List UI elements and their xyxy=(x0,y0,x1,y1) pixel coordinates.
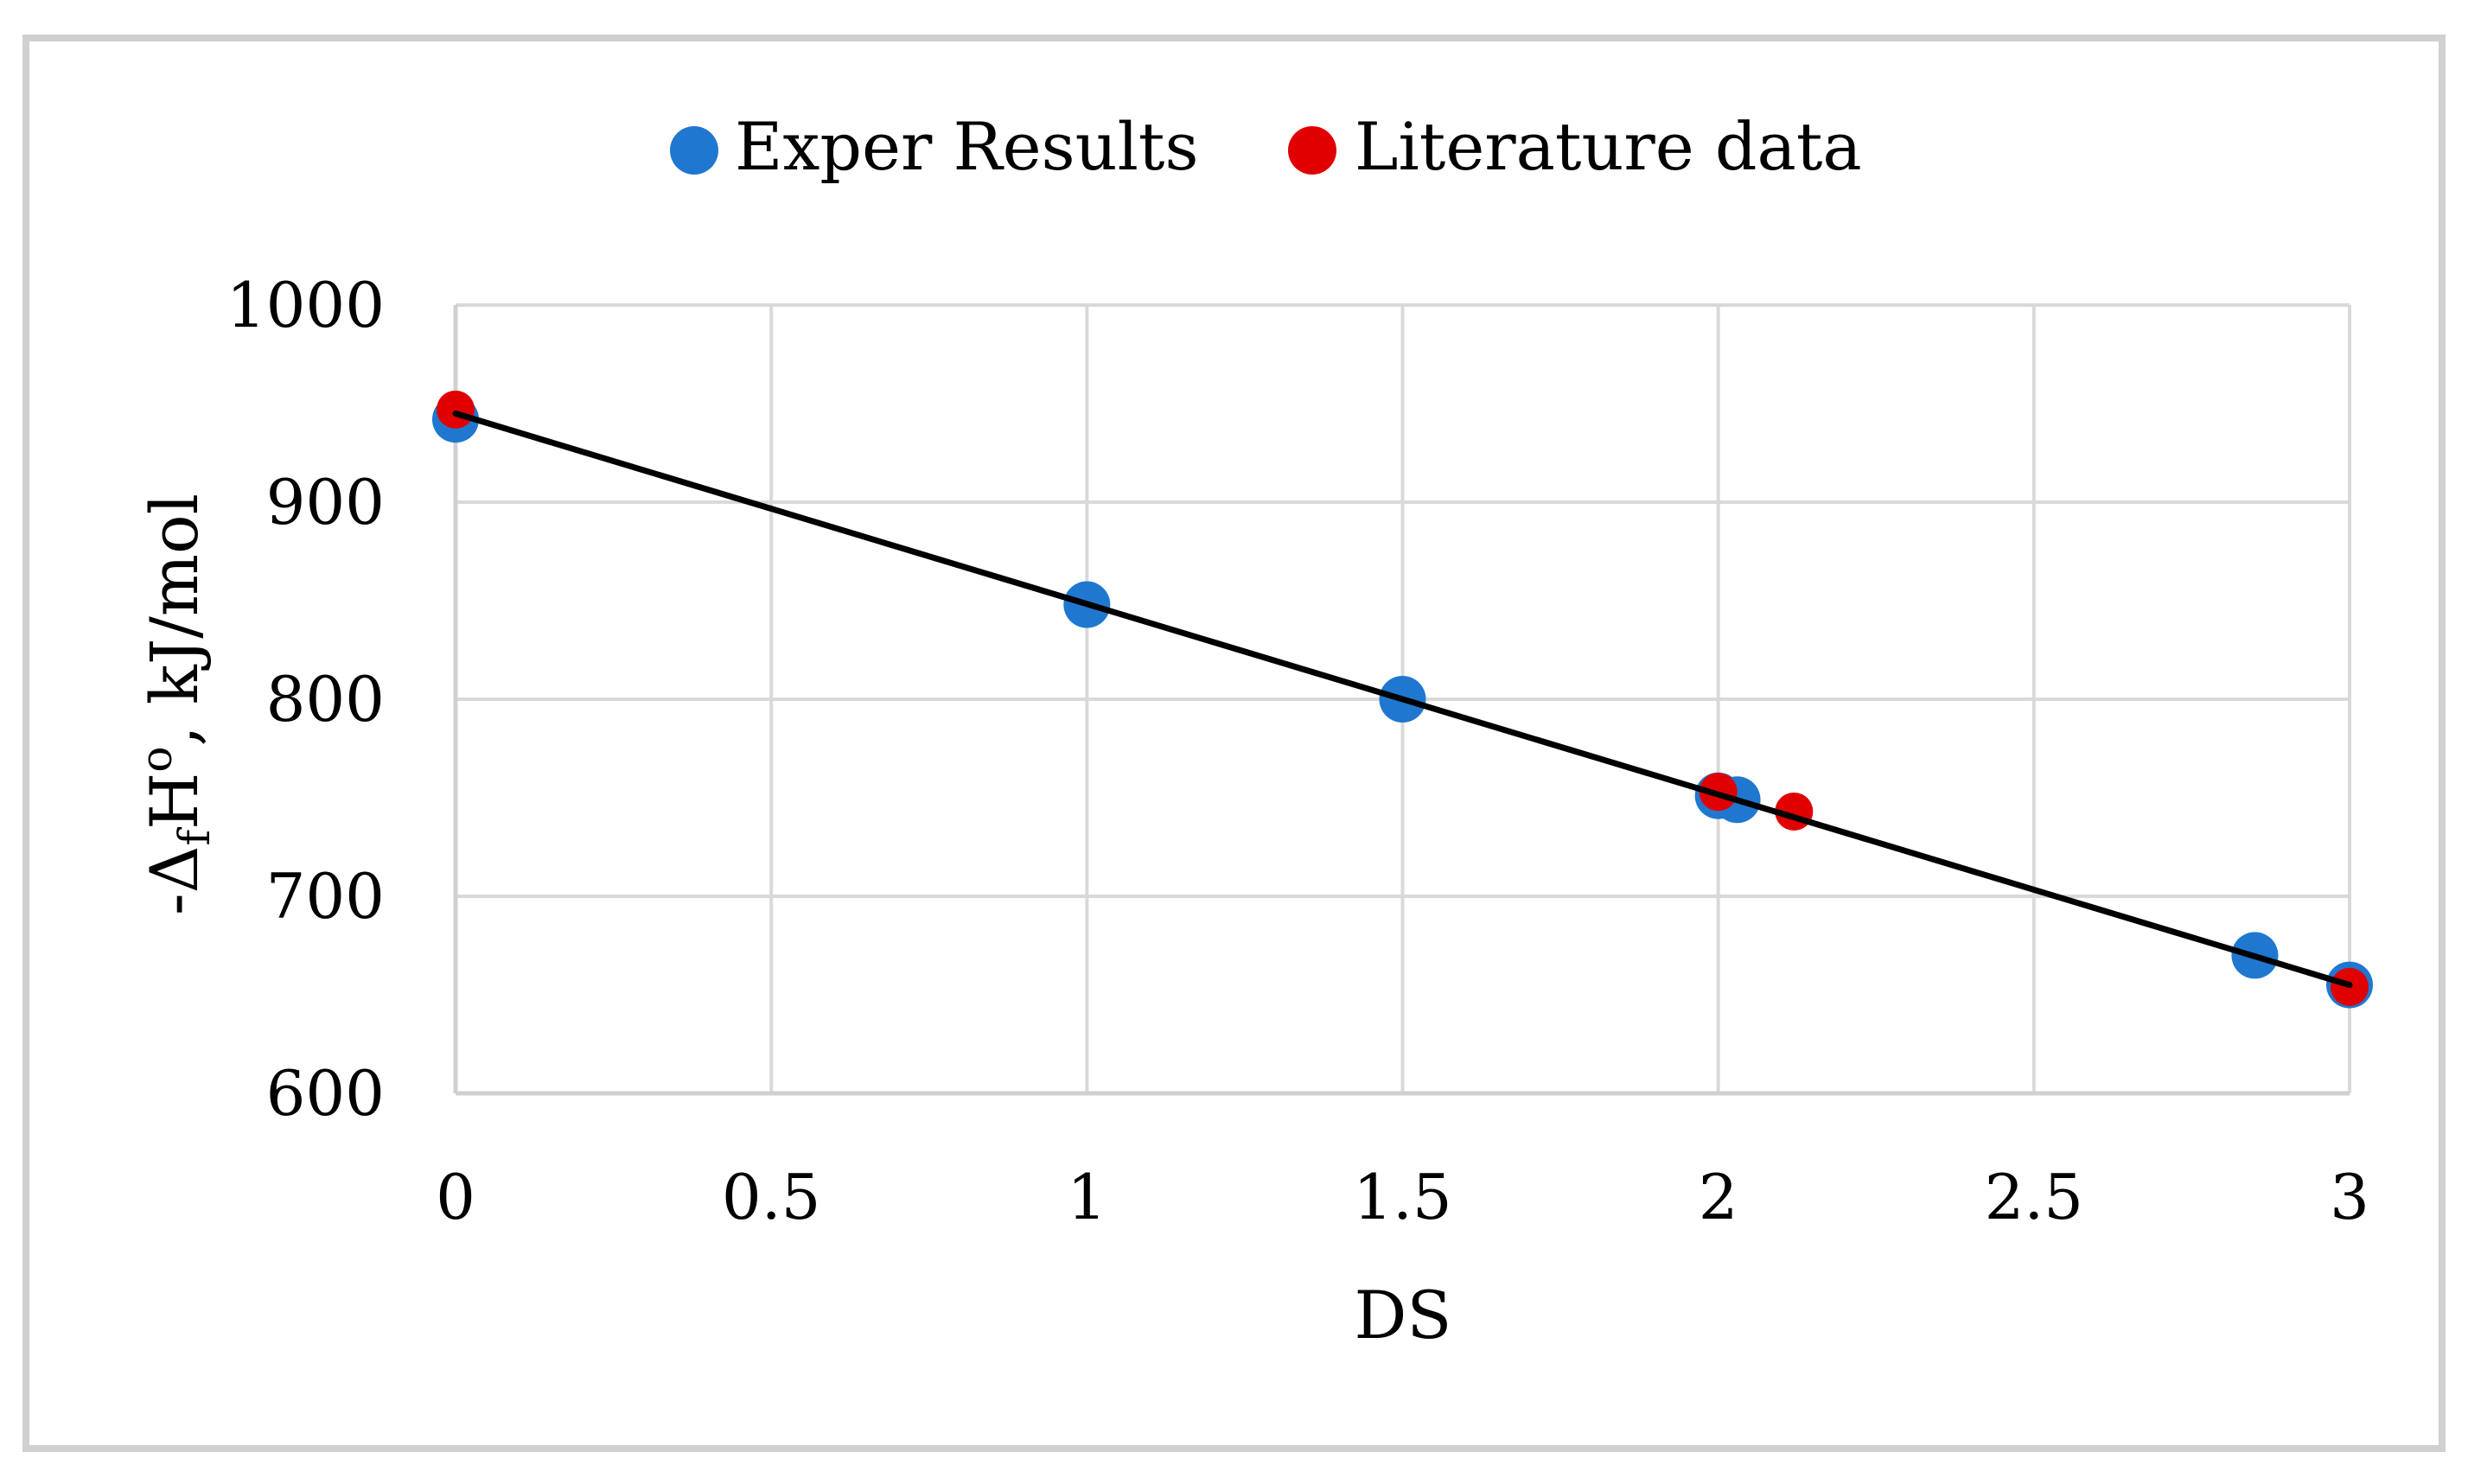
legend-label-literature-data: Literature data xyxy=(1355,108,1862,185)
y-tick-labels: 600 700 800 900 1000 xyxy=(226,269,385,1130)
y-axis-label: -ΔfHo, kJ/mol xyxy=(131,494,220,915)
y-tick-label-3: 900 xyxy=(266,466,385,538)
y-tick-label-2: 800 xyxy=(266,663,385,736)
y-tick-label-0: 600 xyxy=(266,1057,385,1130)
x-tick-label-6: 3 xyxy=(2330,1161,2369,1233)
legend-marker-exper-results xyxy=(670,126,718,175)
legend-label-exper-results: Exper Results xyxy=(735,108,1198,185)
x-tick-label-2: 1 xyxy=(1067,1161,1106,1233)
legend-marker-literature-data xyxy=(1288,126,1336,175)
x-tick-label-0: 0 xyxy=(436,1161,475,1233)
x-axis-label: DS xyxy=(1355,1277,1452,1353)
x-tick-label-1: 0.5 xyxy=(722,1161,821,1233)
grid xyxy=(456,303,2351,1093)
y-axis-label-superscript: o xyxy=(131,747,182,773)
chart-frame xyxy=(22,35,2446,1452)
y-tick-label-4: 1000 xyxy=(226,269,385,341)
point-literature-data-0 xyxy=(437,390,475,429)
trendline-layer xyxy=(452,410,2353,989)
trendline xyxy=(452,410,2353,989)
y-axis-label-suffix: , kJ/mol xyxy=(136,494,213,747)
x-tick-label-3: 1.5 xyxy=(1353,1161,1452,1233)
x-tick-label-4: 2 xyxy=(1699,1161,1738,1233)
y-axis-label-prefix: -Δ xyxy=(136,845,213,915)
y-axis-label-subscript: f xyxy=(169,826,220,845)
x-tick-labels: 0 0.5 1 1.5 2 2.5 3 xyxy=(436,1161,2369,1233)
x-tick-label-5: 2.5 xyxy=(1985,1161,2084,1233)
y-axis-label-main: H xyxy=(136,773,213,830)
y-tick-label-1: 700 xyxy=(266,860,385,933)
legend: Exper Results Literature data xyxy=(670,108,1862,185)
